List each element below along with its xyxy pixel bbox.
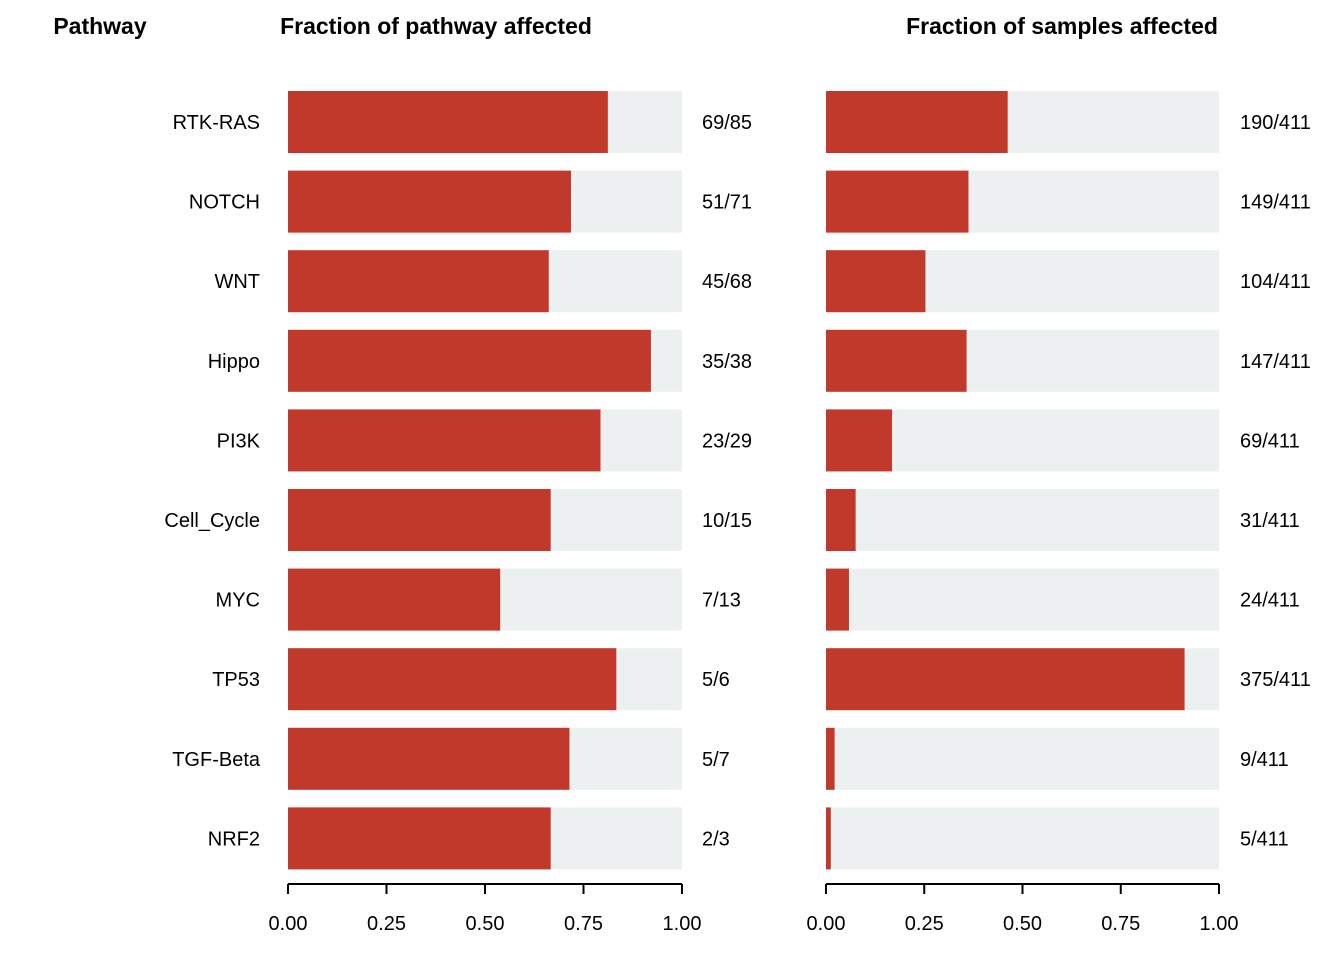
pathway-header: Pathway — [53, 13, 147, 39]
right-count-label: 69/411 — [1240, 430, 1300, 452]
left-count-label: 69/85 — [702, 112, 752, 134]
right-bar-affected — [826, 727, 835, 790]
left-bar-affected — [288, 807, 551, 870]
left-bar-affected — [288, 91, 608, 153]
category-label: RTK-RAS — [173, 112, 260, 134]
right-x-tick-label: 1.00 — [1200, 913, 1239, 935]
left-count-label: 35/38 — [702, 351, 752, 373]
right-count-label: 147/411 — [1240, 351, 1311, 373]
left-bar-affected — [288, 170, 572, 233]
right-bar-affected — [826, 489, 856, 551]
right-bar-affected — [826, 807, 831, 870]
right-bar-background — [826, 489, 1219, 551]
right-bar-affected — [826, 250, 926, 313]
category-label: NRF2 — [208, 828, 260, 850]
right-count-label: 190/411 — [1240, 112, 1311, 134]
right-x-tick-label: 0.25 — [905, 913, 944, 935]
right-bar-affected — [826, 648, 1185, 711]
right-count-label: 5/411 — [1240, 828, 1289, 850]
left-bar-affected — [288, 648, 617, 711]
right-bar-background — [826, 807, 1219, 870]
right-count-label: 104/411 — [1240, 271, 1311, 293]
category-label: TGF-Beta — [172, 749, 261, 771]
left-bar-affected — [288, 727, 570, 790]
category-label: Cell_Cycle — [164, 510, 260, 532]
left-x-tick-label: 0.50 — [466, 913, 505, 935]
category-label: TP53 — [212, 669, 260, 691]
right-x-tick-label: 0.50 — [1003, 913, 1042, 935]
right-bar-affected — [826, 568, 849, 631]
right-bar-affected — [826, 409, 892, 472]
right-x-tick-label: 0.00 — [807, 913, 846, 935]
left-bar-affected — [288, 329, 651, 392]
right-count-label: 375/411 — [1240, 669, 1311, 691]
left-bar-affected — [288, 409, 601, 472]
left-count-label: 10/15 — [702, 510, 752, 532]
right-count-label: 31/411 — [1240, 510, 1300, 532]
left-bar-affected — [288, 489, 551, 551]
category-label: NOTCH — [189, 192, 260, 214]
category-label: MYC — [216, 590, 260, 612]
category-label: WNT — [214, 271, 260, 293]
right-panel-title: Fraction of samples affected — [906, 13, 1218, 39]
left-x-tick-label: 0.25 — [367, 913, 406, 935]
right-count-label: 24/411 — [1240, 590, 1300, 612]
left-count-label: 5/6 — [702, 669, 730, 691]
right-bar-affected — [826, 170, 969, 233]
left-x-tick-label: 1.00 — [663, 913, 702, 935]
right-count-label: 9/411 — [1240, 749, 1289, 771]
left-panel-title: Fraction of pathway affected — [280, 13, 592, 39]
left-x-tick-label: 0.00 — [269, 913, 308, 935]
category-label: Hippo — [208, 351, 260, 373]
right-count-label: 149/411 — [1240, 192, 1311, 214]
plot-area: RTK-RAS NOTCH WNT Hippo PI3K Cell_Cycle MYC TP5… — [164, 91, 1311, 935]
left-count-label: 51/71 — [702, 192, 752, 214]
right-bar-affected — [826, 329, 967, 392]
left-x-tick-label: 0.75 — [564, 913, 603, 935]
left-count-label: 7/13 — [702, 590, 741, 612]
right-bar-background — [826, 568, 1219, 631]
left-count-label: 23/29 — [702, 430, 752, 452]
right-bar-affected — [826, 91, 1008, 153]
right-bar-background — [826, 727, 1219, 790]
left-count-label: 5/7 — [702, 749, 730, 771]
category-label: PI3K — [217, 430, 261, 452]
right-x-tick-label: 0.75 — [1101, 913, 1140, 935]
left-bar-affected — [288, 250, 549, 313]
left-bar-affected — [288, 568, 501, 631]
left-count-label: 45/68 — [702, 271, 752, 293]
left-count-label: 2/3 — [702, 828, 730, 850]
